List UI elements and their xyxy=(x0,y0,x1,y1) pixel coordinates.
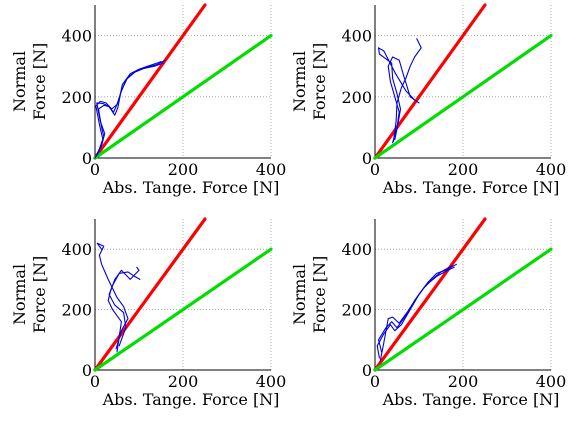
y-tick-label: 200 xyxy=(341,88,372,107)
x-axis-label: Abs. Tange. Force [N] xyxy=(382,178,560,197)
x-tick-label: 0 xyxy=(370,372,380,391)
y-tick-label: 400 xyxy=(61,240,92,259)
cone-line-1 xyxy=(373,33,553,160)
x-axis-label: Abs. Tange. Force [N] xyxy=(102,390,280,409)
x-tick-label: 200 xyxy=(448,160,479,179)
x-tick-label: 0 xyxy=(90,160,100,179)
x-tick-label: 200 xyxy=(168,160,199,179)
x-tick-label: 200 xyxy=(448,372,479,391)
y-tick-label: 0 xyxy=(82,149,92,168)
cone-line-0 xyxy=(93,217,207,372)
x-tick-label: 400 xyxy=(256,160,287,179)
y-tick-label: 200 xyxy=(341,301,372,320)
y-tick-label: 0 xyxy=(362,149,372,168)
x-tick-label: 0 xyxy=(370,160,380,179)
x-tick-label: 400 xyxy=(536,372,567,391)
trajectory-line-3 xyxy=(96,242,129,350)
trajectory-line-4 xyxy=(392,38,422,142)
trajectory-line-4 xyxy=(95,62,164,158)
x-tick-label: 400 xyxy=(256,372,287,391)
cone-line-1 xyxy=(93,247,273,372)
cone-line-1 xyxy=(373,247,553,372)
cone-line-0 xyxy=(373,217,487,372)
y-tick-label: 200 xyxy=(61,301,92,320)
trajectory-line-3 xyxy=(377,47,416,141)
y-axis-label-line2: Force [N] xyxy=(310,256,329,334)
x-tick-label: 400 xyxy=(536,160,567,179)
y-tick-label: 200 xyxy=(61,88,92,107)
trajectory-line-4 xyxy=(108,271,141,347)
y-tick-label: 400 xyxy=(61,27,92,46)
y-tick-label: 400 xyxy=(341,27,372,46)
x-tick-label: 0 xyxy=(90,372,100,391)
trajectory-line-3 xyxy=(96,61,162,156)
y-axis-label-line1: Normal xyxy=(290,264,309,325)
x-axis-label: Abs. Tange. Force [N] xyxy=(102,178,280,197)
x-tick-label: 200 xyxy=(168,372,199,391)
y-tick-label: 0 xyxy=(82,361,92,380)
y-tick-label: 0 xyxy=(362,361,372,380)
cone-line-1 xyxy=(93,33,273,160)
cone-line-0 xyxy=(373,3,487,160)
x-axis-label: Abs. Tange. Force [N] xyxy=(382,390,560,409)
y-axis-label-line2: Force [N] xyxy=(30,256,49,334)
y-axis-label-line2: Force [N] xyxy=(310,43,329,121)
y-tick-label: 400 xyxy=(341,240,372,259)
y-axis-label-line1: Normal xyxy=(290,51,309,112)
trajectory-line-2 xyxy=(376,263,457,359)
y-axis-label-line2: Force [N] xyxy=(30,43,49,121)
cone-line-0 xyxy=(93,3,207,160)
y-axis-label-line1: Normal xyxy=(10,51,29,112)
y-axis-label-line1: Normal xyxy=(10,264,29,325)
trajectory-line-2 xyxy=(387,56,420,144)
trajectory-line-4 xyxy=(379,266,455,362)
